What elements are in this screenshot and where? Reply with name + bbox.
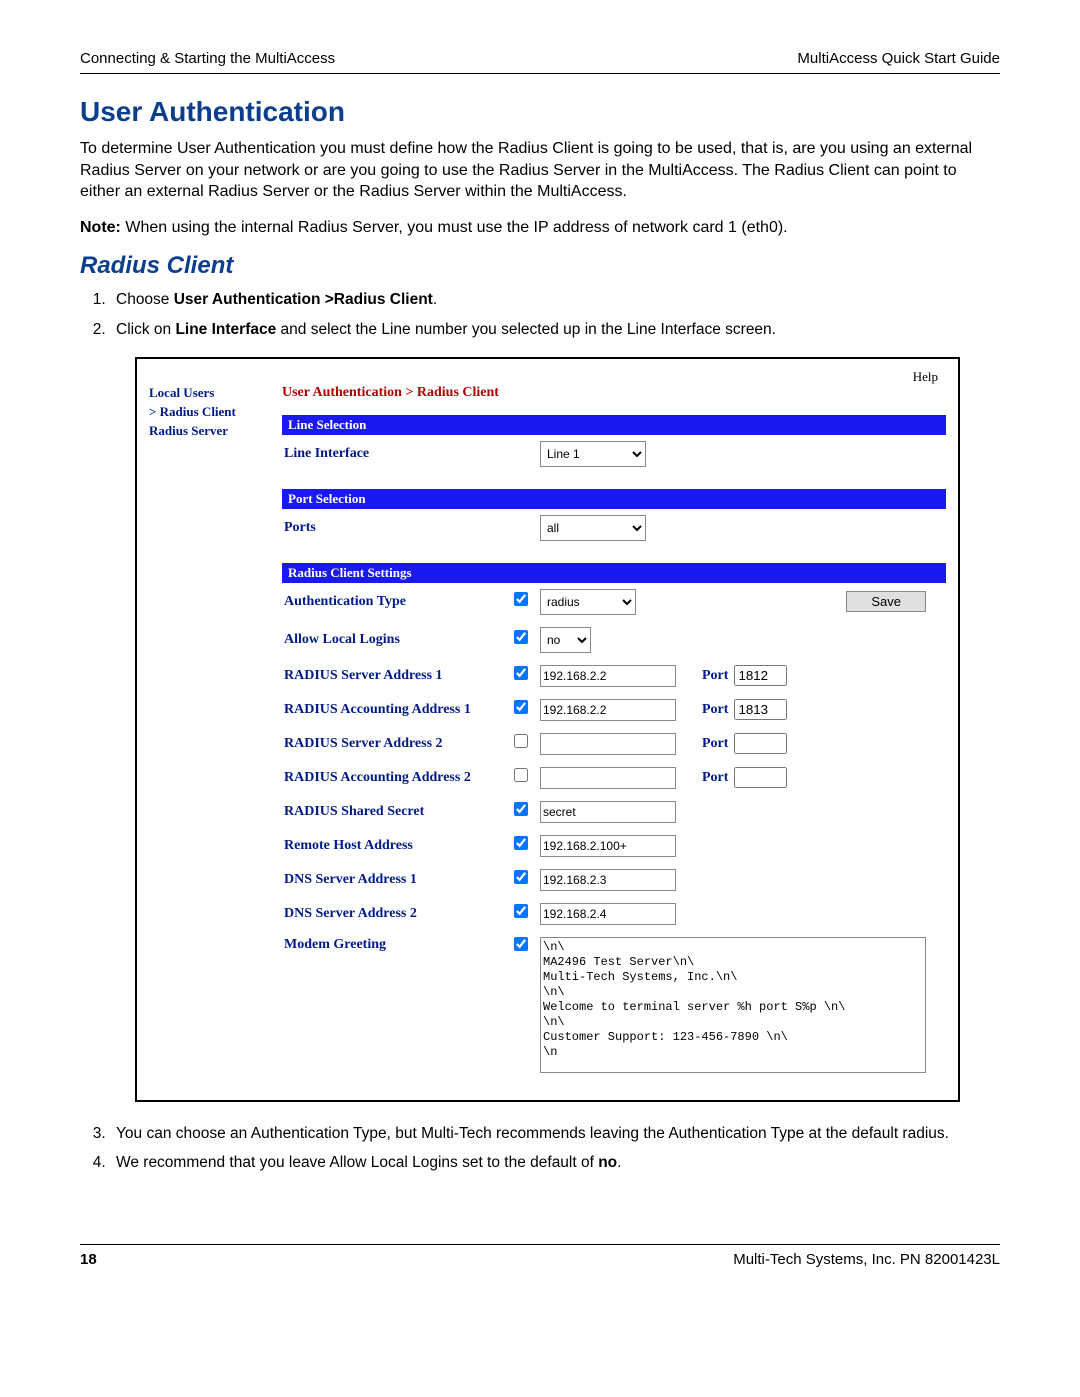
auth-type-checkbox[interactable] <box>514 592 528 606</box>
shared-secret-input[interactable] <box>540 801 676 823</box>
dns1-label: DNS Server Address 1 <box>284 872 514 888</box>
radius-acct2-port-input[interactable] <box>734 767 787 788</box>
port-label-3: Port <box>702 736 728 752</box>
step-1-pre: Choose <box>116 291 174 308</box>
radius-acct2-label: RADIUS Accounting Address 2 <box>284 770 514 786</box>
radius-acct2-checkbox[interactable] <box>514 768 528 782</box>
step-2-bold: Line Interface <box>175 321 276 338</box>
radius-server1-port-input[interactable] <box>734 665 787 686</box>
port-label-1: Port <box>702 668 728 684</box>
remote-host-input[interactable] <box>540 835 676 857</box>
save-button[interactable]: Save <box>846 591 926 612</box>
nav-local-users[interactable]: Local Users <box>149 385 264 401</box>
step-2-pre: Click on <box>116 321 175 338</box>
bar-line-selection: Line Selection <box>282 415 946 435</box>
remote-host-label: Remote Host Address <box>284 838 514 854</box>
modem-greeting-textarea[interactable]: \n\ MA2496 Test Server\n\ Multi-Tech Sys… <box>540 937 926 1073</box>
port-label-2: Port <box>702 702 728 718</box>
page-number: 18 <box>80 1251 97 1268</box>
radius-server2-checkbox[interactable] <box>514 734 528 748</box>
step-3: You can choose an Authentication Type, b… <box>110 1122 1000 1145</box>
dns1-input[interactable] <box>540 869 676 891</box>
radius-acct1-port-input[interactable] <box>734 699 787 720</box>
step-4: We recommend that you leave Allow Local … <box>110 1151 1000 1174</box>
note-text: When using the internal Radius Server, y… <box>121 219 788 236</box>
screenshot-panel: Help Local Users > Radius Client Radius … <box>135 357 960 1102</box>
radius-server1-input[interactable] <box>540 665 676 687</box>
form-main: User Authentication > Radius Client Line… <box>282 385 946 1084</box>
note-paragraph: Note: When using the internal Radius Ser… <box>80 217 1000 239</box>
step-2: Click on Line Interface and select the L… <box>110 318 1000 341</box>
nav-radius-server[interactable]: Radius Server <box>149 423 264 439</box>
dns2-label: DNS Server Address 2 <box>284 906 514 922</box>
allow-local-select[interactable]: no <box>540 627 591 653</box>
line-interface-label: Line Interface <box>284 446 514 462</box>
radius-acct1-label: RADIUS Accounting Address 1 <box>284 702 514 718</box>
breadcrumb: User Authentication > Radius Client <box>282 385 946 401</box>
step-1-bold: User Authentication >Radius Client <box>174 291 433 308</box>
dns2-input[interactable] <box>540 903 676 925</box>
ports-label: Ports <box>284 520 514 536</box>
modem-greeting-label: Modem Greeting <box>284 937 514 953</box>
step-1: Choose User Authentication >Radius Clien… <box>110 288 1000 311</box>
bar-radius-client-settings: Radius Client Settings <box>282 563 946 583</box>
dns1-checkbox[interactable] <box>514 870 528 884</box>
steps-top: Choose User Authentication >Radius Clien… <box>80 288 1000 341</box>
page-header: Connecting & Starting the MultiAccess Mu… <box>80 50 1000 74</box>
radius-acct1-input[interactable] <box>540 699 676 721</box>
subsection-title: Radius Client <box>80 252 1000 280</box>
bar-port-selection: Port Selection <box>282 489 946 509</box>
step-1-post: . <box>433 291 437 308</box>
radius-server2-label: RADIUS Server Address 2 <box>284 736 514 752</box>
ports-select[interactable]: all <box>540 515 646 541</box>
help-link[interactable]: Help <box>913 369 938 384</box>
allow-local-label: Allow Local Logins <box>284 632 514 648</box>
dns2-checkbox[interactable] <box>514 904 528 918</box>
radius-acct2-input[interactable] <box>540 767 676 789</box>
footer-right: Multi-Tech Systems, Inc. PN 82001423L <box>733 1251 1000 1268</box>
auth-type-label: Authentication Type <box>284 594 514 610</box>
steps-bottom: You can choose an Authentication Type, b… <box>80 1122 1000 1175</box>
radius-server2-input[interactable] <box>540 733 676 755</box>
intro-paragraph: To determine User Authentication you mus… <box>80 138 1000 203</box>
shared-secret-checkbox[interactable] <box>514 802 528 816</box>
section-title: User Authentication <box>80 96 1000 128</box>
step-4-bold: no <box>598 1154 617 1171</box>
radius-server1-checkbox[interactable] <box>514 666 528 680</box>
port-label-4: Port <box>702 770 728 786</box>
modem-greeting-checkbox[interactable] <box>514 937 528 951</box>
step-2-post: and select the Line number you selected … <box>276 321 776 338</box>
header-right: MultiAccess Quick Start Guide <box>797 50 1000 67</box>
note-label: Note: <box>80 219 121 236</box>
line-interface-select[interactable]: Line 1 <box>540 441 646 467</box>
step-4-pre: We recommend that you leave Allow Local … <box>116 1154 598 1171</box>
auth-type-select[interactable]: radius <box>540 589 636 615</box>
side-nav: Local Users > Radius Client Radius Serve… <box>149 385 264 1084</box>
header-left: Connecting & Starting the MultiAccess <box>80 50 335 67</box>
radius-server2-port-input[interactable] <box>734 733 787 754</box>
radius-server1-label: RADIUS Server Address 1 <box>284 668 514 684</box>
radius-acct1-checkbox[interactable] <box>514 700 528 714</box>
step-4-post: . <box>617 1154 621 1171</box>
allow-local-checkbox[interactable] <box>514 630 528 644</box>
shared-secret-label: RADIUS Shared Secret <box>284 804 514 820</box>
remote-host-checkbox[interactable] <box>514 836 528 850</box>
page-footer: 18 Multi-Tech Systems, Inc. PN 82001423L <box>80 1245 1000 1268</box>
nav-radius-client[interactable]: > Radius Client <box>149 404 264 420</box>
